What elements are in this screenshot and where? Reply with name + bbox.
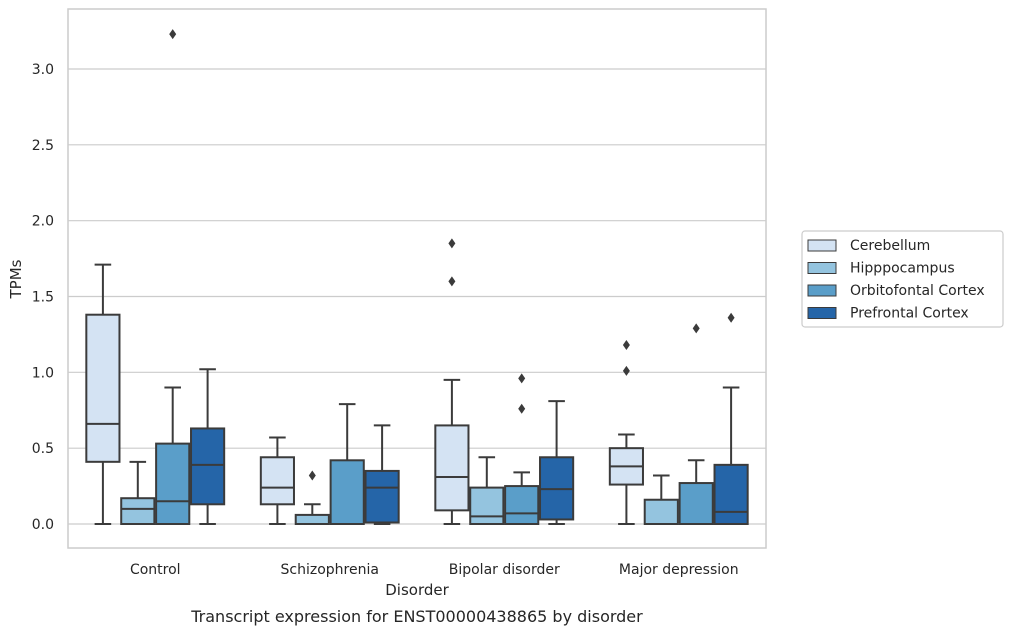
- box-body: [190, 427, 226, 506]
- y-tick-label: 2.0: [32, 214, 54, 230]
- outlier-point: [518, 373, 526, 384]
- box: [155, 29, 191, 525]
- x-tick-label: Control: [130, 562, 181, 578]
- box: [504, 373, 540, 526]
- x-tick-label: Schizophrenia: [281, 562, 379, 578]
- x-tick-label: Bipolar disorder: [449, 562, 560, 578]
- y-tick-label: 1.0: [32, 365, 54, 381]
- box: [190, 368, 226, 525]
- legend-swatch: [807, 307, 837, 319]
- box-body: [643, 498, 679, 526]
- outlier-point: [169, 29, 177, 40]
- outlier-point: [692, 323, 700, 334]
- outlier-point: [518, 403, 526, 414]
- box-body: [85, 313, 121, 463]
- y-tick-label: 0.5: [32, 441, 54, 457]
- box-body: [155, 442, 191, 525]
- x-axis-label: Disorder: [385, 581, 449, 599]
- box-body: [678, 482, 714, 525]
- box-body: [469, 486, 505, 526]
- axes: 0.0 0.5 1.0 1.5 2.0 2.5 3.0 Control Schizophreni…: [32, 8, 767, 578]
- box: [85, 263, 121, 525]
- legend-swatch: [807, 262, 837, 274]
- box: [329, 403, 365, 525]
- outlier-point: [727, 312, 735, 323]
- box-body: [364, 469, 400, 524]
- box: [713, 312, 749, 526]
- box-body: [713, 463, 749, 526]
- outlier-point: [622, 340, 630, 351]
- y-tick-label: 1.5: [32, 290, 54, 306]
- box: [678, 323, 714, 525]
- legend-entry-label: Cerebellum: [850, 238, 930, 254]
- box-body: [329, 459, 365, 525]
- legend-entry-label: Prefrontal Cortex: [850, 306, 969, 322]
- box-body: [294, 513, 330, 526]
- outlier-point: [622, 365, 630, 376]
- box: [539, 400, 575, 525]
- box: [120, 460, 156, 526]
- box-body: [259, 456, 295, 506]
- legend-entry-label: Hipppocampus: [850, 261, 955, 277]
- outlier-point: [448, 276, 456, 287]
- y-tick-label: 3.0: [32, 62, 54, 78]
- chart-caption: Transcript expression for ENST0000043886…: [190, 607, 643, 626]
- box: [364, 424, 400, 525]
- legend-swatch: [807, 239, 837, 252]
- legend-swatch: [807, 284, 837, 297]
- outlier-point: [308, 470, 316, 481]
- plot-frame: [67, 8, 767, 549]
- x-tick-label: Major depression: [619, 562, 739, 578]
- y-tick-label: 0.0: [32, 517, 54, 533]
- box: [434, 238, 470, 525]
- y-tick-label: 2.5: [32, 138, 54, 154]
- legend-frame: [801, 230, 1004, 328]
- box-body: [504, 485, 540, 526]
- box: [294, 470, 330, 526]
- box-body: [434, 424, 470, 512]
- legend-entry-label: Orbitofontal Cortex: [850, 283, 985, 299]
- legend: Cerebellum Hipppocampus Orbitofontal Corte…: [801, 230, 1004, 328]
- outlier-point: [448, 238, 456, 249]
- box: [469, 456, 505, 526]
- box-plot-marks: [85, 29, 749, 526]
- box: [259, 436, 295, 525]
- box: [608, 340, 644, 525]
- box: [643, 474, 679, 526]
- y-axis-label: TPMs: [7, 259, 25, 299]
- box-body: [120, 497, 156, 526]
